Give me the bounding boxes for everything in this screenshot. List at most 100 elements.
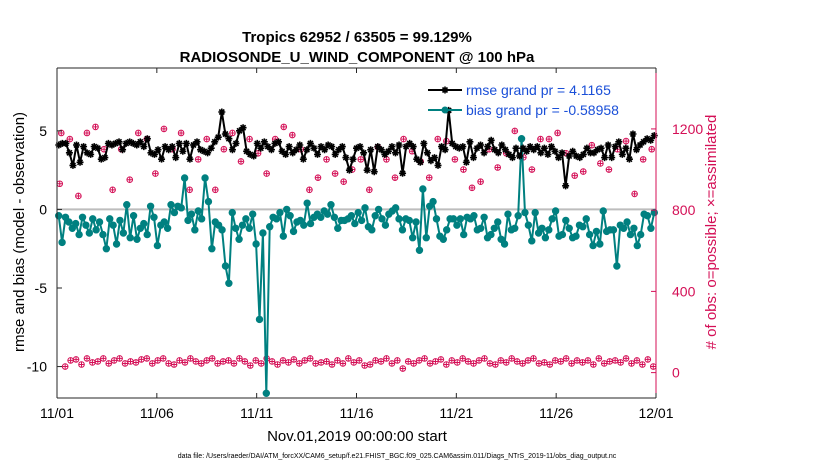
x-tick-label: 11/01 [40,405,74,421]
rmse-point [551,147,559,155]
rmse-point [225,135,233,143]
bias-point [92,226,100,234]
bias-point [235,235,243,243]
rmse-point [264,143,272,151]
bias-point [558,230,567,239]
bias-point [317,213,325,221]
obs-assimilated-marker [514,359,520,364]
obs-possible-marker [404,358,412,365]
bias-point [89,215,97,223]
rmse-point [519,144,527,152]
rmse-point [608,154,616,162]
bias-point [95,218,104,226]
obs-possible-marker [257,360,265,367]
rmse-point [257,144,265,152]
bias-point [432,215,441,223]
obs-assimilated-marker [62,364,68,369]
obs-possible-marker [481,355,488,362]
rmse-point [452,143,460,151]
obs-assimilated-marker [73,357,79,362]
obs-assimilated-marker [84,130,90,136]
obs-possible-marker [75,192,82,200]
rmse-point [179,147,187,155]
obs-possible-marker [541,359,548,366]
bias-point [500,240,509,248]
bias-point [153,241,162,250]
bias-point [208,245,216,253]
bias-point [72,219,80,228]
obs-assimilated-marker [362,363,368,368]
rmse-point [487,136,495,144]
rmse-point [586,149,594,157]
obs-possible-marker [530,355,537,362]
rmse-point [314,150,322,158]
rmse-point [643,135,651,143]
obs-possible-marker [152,170,159,177]
rmse-point [285,143,293,151]
obs-assimilated-marker [569,361,574,366]
obs-possible-marker [437,356,445,363]
obs-possible-marker [502,359,510,366]
obs-assimilated-marker [195,156,201,162]
rmse-point [590,149,598,157]
bias-point [327,201,335,209]
obs-possible-marker [584,357,592,364]
obs-assimilated-marker [401,136,406,142]
obs-assimilated-marker [100,356,106,361]
obs-assimilated-marker [366,187,372,193]
bias-point [412,218,420,226]
rmse-point [413,155,421,163]
obs-possible-marker [622,355,630,362]
obs-possible-marker [639,361,646,368]
bias-point [453,221,461,229]
obs-assimilated-marker [182,360,188,365]
rmse-point [122,139,130,147]
bias-point [78,213,87,221]
obs-possible-marker [66,135,74,143]
rmse-point [647,136,655,144]
obs-assimilated-marker [289,132,295,138]
obs-assimilated-marker [580,360,585,365]
obs-assimilated-marker [650,364,656,369]
obs-assimilated-marker [171,362,177,367]
rmse-point [640,138,648,146]
rmse-point [221,130,229,138]
rmse-point [594,146,602,154]
obs-assimilated-marker [449,358,455,363]
obs-assimilated-marker [106,361,112,366]
obs-possible-marker [394,357,401,364]
bias-point [599,207,607,215]
obs-possible-marker [83,129,91,137]
obs-assimilated-marker [498,358,504,363]
rmse-point [523,147,531,155]
rmse-point [172,154,180,162]
bias-point [361,204,369,212]
obs-possible-marker [350,359,358,366]
obs-possible-marker [600,360,608,367]
bias-point [334,224,342,232]
rmse-point [466,138,474,146]
rmse-point [175,139,183,147]
rmse-point [448,139,456,147]
rmse-point [161,143,169,151]
rmse-point [597,144,605,152]
obs-assimilated-marker [198,361,204,366]
obs-possible-marker [605,166,613,173]
obs-possible-marker [464,358,472,365]
obs-possible-marker [186,186,193,194]
obs-possible-marker [451,156,459,163]
obs-possible-marker [236,355,243,362]
obs-possible-marker [475,357,483,364]
obs-possible-marker [432,358,439,365]
obs-possible-marker [314,174,322,181]
bias-point [548,215,556,223]
obs-possible-marker [383,355,390,362]
bias-point [636,230,645,239]
obs-possible-marker [557,358,565,365]
bias-point [351,219,359,228]
bias-point [528,237,536,245]
rmse-point [367,146,375,154]
obs-assimilated-marker [193,359,199,364]
bias-point [541,234,550,242]
obs-possible-marker [400,135,407,143]
